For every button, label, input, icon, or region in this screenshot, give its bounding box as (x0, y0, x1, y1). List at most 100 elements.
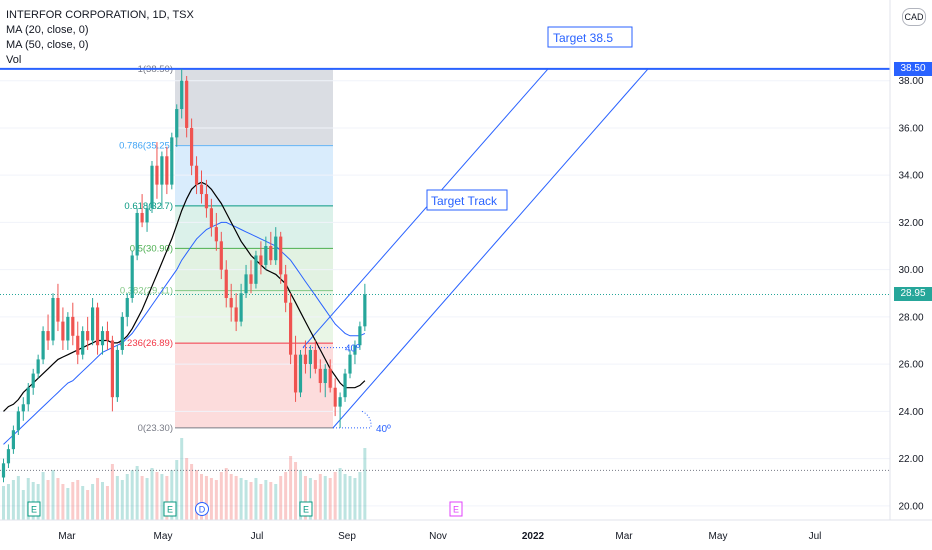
candle-body (95, 307, 100, 346)
volume-bar (185, 458, 189, 520)
candle-body (1, 463, 6, 478)
volume-bar (16, 476, 20, 520)
channel-lower-line (332, 68, 649, 429)
candle-body (31, 373, 35, 388)
candle-body (155, 165, 159, 185)
candle-body (224, 269, 228, 298)
earnings-marker (27, 501, 41, 517)
candle-body (269, 246, 273, 261)
candle-body (135, 212, 139, 256)
currency-badge[interactable]: CAD (902, 8, 926, 26)
ma20-legend[interactable]: MA (20, close, 0) (6, 24, 89, 36)
volume-bar (61, 484, 65, 520)
symbol-title[interactable]: INTERFOR CORPORATION, 1D, TSX (6, 9, 194, 21)
volume-bar (150, 468, 154, 520)
volume-bar (209, 478, 213, 520)
target-track-channel[interactable] (302, 68, 649, 429)
candle-body (86, 331, 90, 341)
volume-bar (279, 476, 283, 520)
x-tick-label: May (154, 531, 173, 542)
volume-bar (86, 490, 90, 520)
volume-bar (6, 484, 10, 520)
volume-bar (249, 482, 253, 520)
candle-body (140, 212, 144, 223)
y-tick-label: 32.00 (898, 218, 923, 229)
fib-zone-1 (175, 145, 333, 206)
dividend-marker-label: D (199, 505, 206, 515)
y-tick-label: 34.00 (898, 171, 923, 182)
candle-body (21, 404, 25, 412)
candle-body (318, 368, 322, 384)
volume-bar (180, 438, 184, 520)
volume-bar (2, 486, 5, 520)
volume-bar (353, 478, 357, 520)
y-tick-label: 36.00 (898, 123, 923, 134)
ma50-legend[interactable]: MA (50, close, 0) (6, 39, 89, 51)
volume-bar (91, 484, 95, 520)
candle-body (363, 294, 367, 327)
fib-level-label: 0.236(26.89) (119, 338, 173, 349)
x-tick-label: Mar (58, 531, 76, 542)
ma-50-path (3, 221, 366, 445)
candle-body (338, 397, 342, 407)
volume-bar (363, 448, 367, 520)
volume-bar (165, 476, 169, 520)
candle-body (145, 208, 149, 223)
earnings-marker (449, 501, 463, 517)
y-tick-label: 28.00 (898, 312, 923, 323)
candle-body (308, 349, 312, 365)
volume-bar (11, 480, 15, 520)
candle-body (36, 359, 40, 374)
candle-body (165, 156, 169, 185)
candle-body (249, 274, 253, 284)
candle-body (150, 165, 154, 209)
volume-bar (76, 480, 80, 520)
candle-body (185, 80, 189, 128)
ma-50-line (3, 221, 366, 445)
candle-body (348, 354, 352, 374)
volume-bar (105, 486, 109, 520)
candle-body (100, 331, 105, 346)
candle-body (323, 368, 327, 384)
candle-body (180, 80, 184, 110)
y-tick-label: 24.00 (898, 407, 923, 418)
candle-body (16, 411, 20, 431)
volume-bar (81, 486, 85, 520)
volume-bar (101, 482, 104, 520)
earnings-marker (299, 501, 313, 517)
volume-bar (229, 474, 233, 520)
candle-body (6, 449, 11, 464)
volume-bar (145, 478, 149, 520)
volume-bar (234, 476, 238, 520)
volume-bar (26, 478, 30, 520)
candle-body (214, 227, 218, 242)
candle-body (264, 246, 268, 265)
candle-body (46, 331, 50, 341)
volume-bar (31, 482, 35, 520)
candle-body (120, 316, 124, 350)
candle-body (66, 316, 70, 341)
candle-body (328, 368, 332, 388)
candle-body (51, 297, 55, 341)
candle-body (229, 297, 233, 308)
angle-label-lower: 40º (376, 424, 391, 435)
candle-body (194, 165, 199, 185)
candle-body (91, 307, 95, 341)
volume-bar (120, 480, 124, 520)
candle-body (279, 236, 283, 275)
volume-legend[interactable]: Vol (6, 54, 22, 66)
candle-body (125, 297, 129, 317)
horizontal-lines (0, 67, 890, 471)
candle-body (293, 354, 298, 393)
x-tick-label: Sep (338, 531, 356, 542)
dividend-marker (195, 502, 209, 516)
fib-level-label: 0.786(35.25) (119, 141, 173, 152)
candle-body (303, 354, 308, 365)
candle-body (76, 335, 80, 355)
fib-level-label: 0(23.30) (138, 423, 173, 434)
volume-bar (51, 470, 55, 520)
volume-bar (96, 478, 100, 520)
volume-bar (254, 478, 258, 520)
